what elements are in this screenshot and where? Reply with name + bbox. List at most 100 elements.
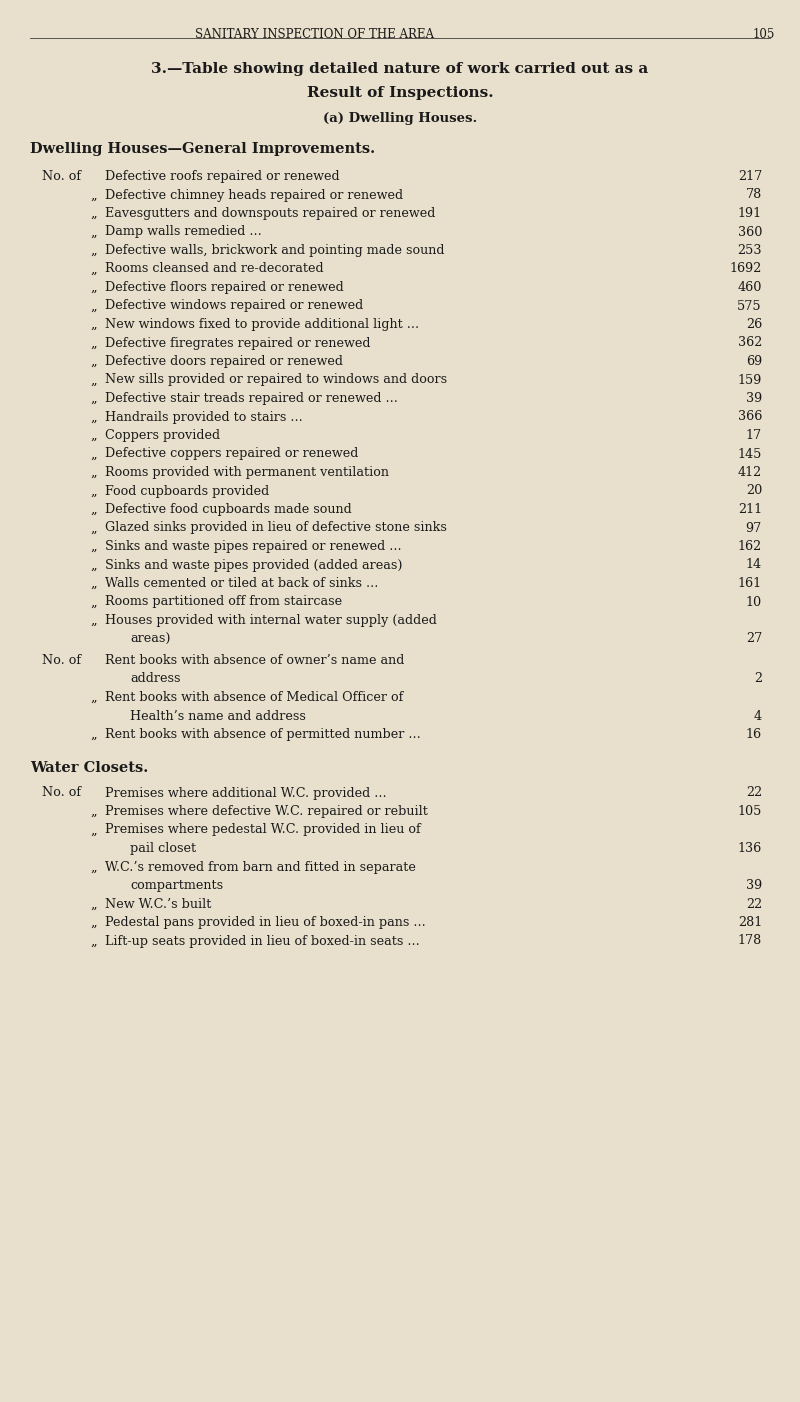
Text: Defective chimney heads repaired or renewed: Defective chimney heads repaired or rene… <box>105 188 403 202</box>
Text: Result of Inspections.: Result of Inspections. <box>306 86 494 100</box>
Text: Defective walls, brickwork and pointing made sound: Defective walls, brickwork and pointing … <box>105 244 445 257</box>
Text: No. of: No. of <box>42 787 81 799</box>
Text: Defective doors repaired or renewed: Defective doors repaired or renewed <box>105 355 343 367</box>
Text: Rooms cleansed and re-decorated: Rooms cleansed and re-decorated <box>105 262 324 276</box>
Text: „: „ <box>90 411 97 423</box>
Text: 412: 412 <box>738 465 762 479</box>
Text: 575: 575 <box>738 300 762 313</box>
Text: „: „ <box>90 280 97 294</box>
Text: 39: 39 <box>746 393 762 405</box>
Text: Rooms provided with permanent ventilation: Rooms provided with permanent ventilatio… <box>105 465 389 479</box>
Text: Defective firegrates repaired or renewed: Defective firegrates repaired or renewed <box>105 336 370 349</box>
Text: Lift-up seats provided in lieu of boxed-in seats ...: Lift-up seats provided in lieu of boxed-… <box>105 935 420 948</box>
Text: 253: 253 <box>738 244 762 257</box>
Text: Damp walls remedied ...: Damp walls remedied ... <box>105 226 262 238</box>
Text: 162: 162 <box>738 540 762 552</box>
Text: 69: 69 <box>746 355 762 367</box>
Text: „: „ <box>90 485 97 498</box>
Text: „: „ <box>90 262 97 276</box>
Text: 161: 161 <box>738 578 762 590</box>
Text: „: „ <box>90 522 97 534</box>
Text: „: „ <box>90 373 97 387</box>
Text: 360: 360 <box>738 226 762 238</box>
Text: „: „ <box>90 728 97 742</box>
Text: Premises where pedestal W.C. provided in lieu of: Premises where pedestal W.C. provided in… <box>105 823 421 837</box>
Text: 22: 22 <box>746 897 762 910</box>
Text: 362: 362 <box>738 336 762 349</box>
Text: 3.—Table showing detailed nature of work carried out as a: 3.—Table showing detailed nature of work… <box>151 62 649 76</box>
Text: „: „ <box>90 916 97 930</box>
Text: No. of: No. of <box>42 653 81 667</box>
Text: „: „ <box>90 897 97 910</box>
Text: „: „ <box>90 447 97 460</box>
Text: 39: 39 <box>746 879 762 892</box>
Text: Defective floors repaired or renewed: Defective floors repaired or renewed <box>105 280 344 294</box>
Text: 26: 26 <box>746 318 762 331</box>
Text: address: address <box>130 673 181 686</box>
Text: New W.C.’s built: New W.C.’s built <box>105 897 211 910</box>
Text: Defective windows repaired or renewed: Defective windows repaired or renewed <box>105 300 363 313</box>
Text: Premises where defective W.C. repaired or rebuilt: Premises where defective W.C. repaired o… <box>105 805 428 817</box>
Text: 178: 178 <box>738 935 762 948</box>
Text: „: „ <box>90 691 97 704</box>
Text: „: „ <box>90 465 97 479</box>
Text: Handrails provided to stairs ...: Handrails provided to stairs ... <box>105 411 302 423</box>
Text: „: „ <box>90 300 97 313</box>
Text: SANITARY INSPECTION OF THE AREA: SANITARY INSPECTION OF THE AREA <box>195 28 434 41</box>
Text: 4: 4 <box>754 709 762 722</box>
Text: pail closet: pail closet <box>130 843 196 855</box>
Text: Defective roofs repaired or renewed: Defective roofs repaired or renewed <box>105 170 340 184</box>
Text: 211: 211 <box>738 503 762 516</box>
Text: „: „ <box>90 558 97 572</box>
Text: Sinks and waste pipes provided (added areas): Sinks and waste pipes provided (added ar… <box>105 558 402 572</box>
Text: „: „ <box>90 355 97 367</box>
Text: Defective coppers repaired or renewed: Defective coppers repaired or renewed <box>105 447 358 460</box>
Text: 1692: 1692 <box>730 262 762 276</box>
Text: 22: 22 <box>746 787 762 799</box>
Text: Water Closets.: Water Closets. <box>30 760 148 774</box>
Text: Rent books with absence of permitted number ...: Rent books with absence of permitted num… <box>105 728 421 742</box>
Text: 145: 145 <box>738 447 762 460</box>
Text: „: „ <box>90 393 97 405</box>
Text: „: „ <box>90 935 97 948</box>
Text: 366: 366 <box>738 411 762 423</box>
Text: Coppers provided: Coppers provided <box>105 429 220 442</box>
Text: „: „ <box>90 429 97 442</box>
Text: „: „ <box>90 596 97 608</box>
Text: Food cupboards provided: Food cupboards provided <box>105 485 270 498</box>
Text: Houses provided with internal water supply (added: Houses provided with internal water supp… <box>105 614 437 627</box>
Text: Dwelling Houses—General Improvements.: Dwelling Houses—General Improvements. <box>30 142 375 156</box>
Text: Eavesgutters and downspouts repaired or renewed: Eavesgutters and downspouts repaired or … <box>105 207 435 220</box>
Text: Walls cemented or tiled at back of sinks ...: Walls cemented or tiled at back of sinks… <box>105 578 378 590</box>
Text: 460: 460 <box>738 280 762 294</box>
Text: 17: 17 <box>746 429 762 442</box>
Text: „: „ <box>90 578 97 590</box>
Text: 97: 97 <box>746 522 762 534</box>
Text: Premises where additional W.C. provided ...: Premises where additional W.C. provided … <box>105 787 386 799</box>
Text: Sinks and waste pipes repaired or renewed ...: Sinks and waste pipes repaired or renewe… <box>105 540 402 552</box>
Text: „: „ <box>90 503 97 516</box>
Text: „: „ <box>90 318 97 331</box>
Text: Rent books with absence of owner’s name and: Rent books with absence of owner’s name … <box>105 653 404 667</box>
Text: areas): areas) <box>130 632 170 645</box>
Text: Pedestal pans provided in lieu of boxed-in pans ...: Pedestal pans provided in lieu of boxed-… <box>105 916 426 930</box>
Text: 105: 105 <box>753 28 775 41</box>
Text: 2: 2 <box>754 673 762 686</box>
Text: „: „ <box>90 823 97 837</box>
Text: 16: 16 <box>746 728 762 742</box>
Text: 191: 191 <box>738 207 762 220</box>
Text: „: „ <box>90 540 97 552</box>
Text: New windows fixed to provide additional light ...: New windows fixed to provide additional … <box>105 318 419 331</box>
Text: Defective stair treads repaired or renewed ...: Defective stair treads repaired or renew… <box>105 393 398 405</box>
Text: 27: 27 <box>746 632 762 645</box>
Text: „: „ <box>90 614 97 627</box>
Text: Rooms partitioned off from staircase: Rooms partitioned off from staircase <box>105 596 342 608</box>
Text: 10: 10 <box>746 596 762 608</box>
Text: „: „ <box>90 244 97 257</box>
Text: Glazed sinks provided in lieu of defective stone sinks: Glazed sinks provided in lieu of defecti… <box>105 522 447 534</box>
Text: compartments: compartments <box>130 879 223 892</box>
Text: 20: 20 <box>746 485 762 498</box>
Text: „: „ <box>90 336 97 349</box>
Text: „: „ <box>90 861 97 873</box>
Text: „: „ <box>90 207 97 220</box>
